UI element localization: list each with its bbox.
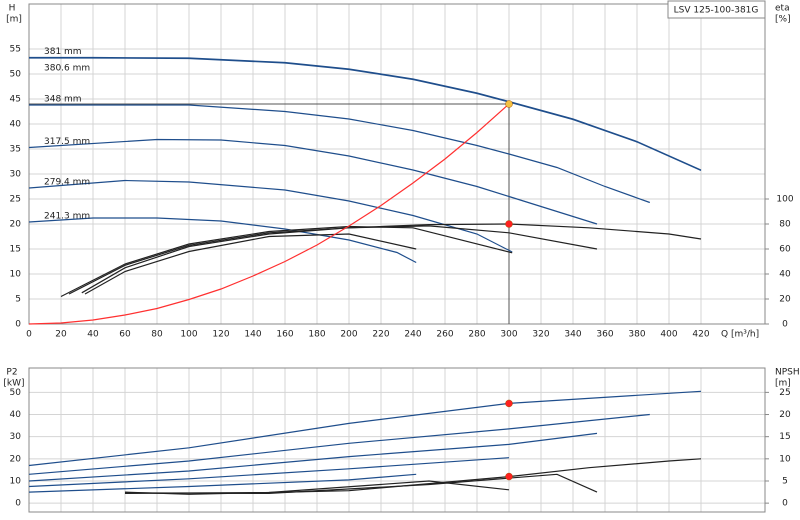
title-box [667,0,766,19]
y-tick-label: 40 [10,410,22,420]
x-tick-label: 180 [308,330,325,340]
y2-unit: [m] [775,379,791,389]
y2-tick-label: 0 [782,320,788,330]
y-tick-label: 25 [10,195,21,205]
x-tick-label: 120 [212,330,229,340]
duty-point [505,220,513,228]
y-tick-label: 20 [10,454,22,464]
duty-point [505,399,513,408]
y2-tick-label: 15 [779,432,790,442]
x-tick-label: 200 [340,330,357,340]
y2-tick-label: 5 [782,476,788,486]
x-tick-label: 20 [55,330,67,340]
curve [68,225,598,295]
y2-tick-label: 10 [779,454,791,464]
x-tick-label: 0 [26,330,32,340]
x-tick-label: 240 [404,330,421,340]
curve [84,233,417,295]
x-tick-label: 140 [244,330,261,340]
y2-tick-label: 0 [782,499,788,509]
x-tick-label: 280 [468,330,485,340]
curve-label: 381 mm [44,47,82,57]
curve [28,217,417,264]
x-tick-label: 400 [660,330,677,340]
x-tick-label: 80 [151,330,163,340]
x-tick-label: 360 [596,330,613,340]
y2-label: eta [775,4,790,14]
curve-label: 380.6 mm [44,64,90,74]
y-tick-label: 15 [10,245,21,255]
x-label: Q [m³/h] [721,330,759,340]
curve [124,480,510,494]
y2-label: NPSH [775,368,800,378]
x-tick-label: 320 [532,330,549,340]
x-tick-label: 340 [564,330,581,340]
y-tick-label: 45 [10,95,21,105]
curve-label: 348 mm [44,95,82,105]
x-tick-label: 220 [372,330,389,340]
y-unit: [kW] [3,379,24,389]
x-tick-label: 160 [276,330,293,340]
x-tick-label: 40 [87,330,99,340]
y-label: P2 [6,368,17,378]
y-tick-label: 0 [15,499,21,509]
x-tick-label: 100 [180,330,197,340]
y-tick-label: 20 [10,220,22,230]
y-label: H [9,4,16,14]
y2-tick-label: 100 [776,195,793,205]
curve [28,457,510,488]
y-tick-label: 30 [10,432,22,442]
x-tick-label: 300 [500,330,517,340]
curve [124,473,598,495]
y-tick-label: 0 [15,320,21,330]
curve [28,473,417,493]
y2-tick-label: 20 [779,295,791,305]
y-tick-label: 5 [15,295,21,305]
curve [28,390,702,467]
duty-point [505,100,513,108]
y-tick-label: 35 [10,145,21,155]
y-tick-label: 10 [10,270,22,280]
x-tick-label: 420 [692,330,709,340]
curve [29,57,702,172]
curve [28,138,598,225]
y-tick-label: 50 [10,388,22,398]
curve [28,179,513,253]
curve [60,225,513,298]
curve [29,104,651,204]
y-tick-label: 55 [10,45,21,55]
x-tick-label: 60 [119,330,131,340]
curve-label: 317.5 mm [44,137,90,147]
curve-label: 241.3 mm [44,212,90,222]
x-tick-label: 380 [628,330,645,340]
plot-frame [28,3,766,325]
y-unit: [m] [6,15,22,25]
curve [28,413,650,475]
y2-tick-label: 40 [779,270,791,280]
curve [81,223,702,294]
curve-label: 279.4 mm [44,178,90,188]
y2-tick-label: 80 [779,220,791,230]
curve [28,103,510,325]
y-tick-label: 30 [10,170,22,180]
duty-point [505,472,513,481]
y2-tick-label: 25 [779,388,790,398]
plot-frame [28,367,766,513]
y-tick-label: 50 [10,70,22,80]
x-tick-label: 260 [436,330,453,340]
y-tick-label: 40 [10,120,22,130]
y2-tick-label: 20 [779,410,791,420]
y2-tick-label: 60 [779,245,791,255]
y-tick-label: 10 [10,476,22,486]
curve [28,432,598,482]
y2-unit: [%] [775,15,791,25]
chart-title: LSV 125-100-381G [674,6,759,16]
